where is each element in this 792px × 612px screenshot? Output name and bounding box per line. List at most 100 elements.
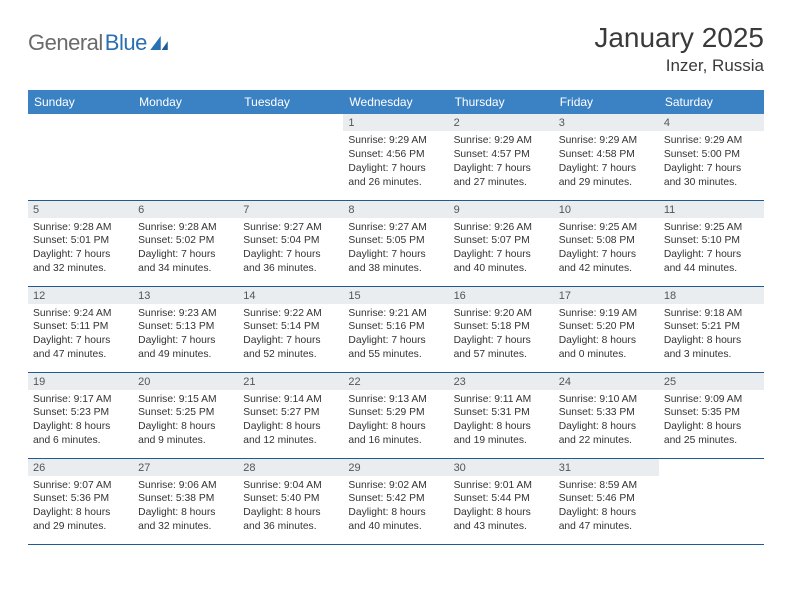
calendar-day-cell: 6Sunrise: 9:28 AMSunset: 5:02 PMDaylight… [133, 200, 238, 286]
day-number: 6 [133, 201, 238, 218]
day-number: 29 [343, 459, 448, 476]
day-number: 11 [659, 201, 764, 218]
location-label: Inzer, Russia [594, 56, 764, 76]
calendar-day-cell: 25Sunrise: 9:09 AMSunset: 5:35 PMDayligh… [659, 372, 764, 458]
day-details: Sunrise: 9:07 AMSunset: 5:36 PMDaylight:… [28, 476, 133, 539]
title-block: January 2025 Inzer, Russia [594, 22, 764, 76]
calendar-day-cell: 26Sunrise: 9:07 AMSunset: 5:36 PMDayligh… [28, 458, 133, 544]
day-details: Sunrise: 9:29 AMSunset: 4:56 PMDaylight:… [343, 131, 448, 194]
calendar-week-row: 1Sunrise: 9:29 AMSunset: 4:56 PMDaylight… [28, 114, 764, 200]
day-number: 15 [343, 287, 448, 304]
calendar-day-cell: 2Sunrise: 9:29 AMSunset: 4:57 PMDaylight… [449, 114, 554, 200]
day-number: 19 [28, 373, 133, 390]
calendar-day-cell: 21Sunrise: 9:14 AMSunset: 5:27 PMDayligh… [238, 372, 343, 458]
day-details: Sunrise: 9:01 AMSunset: 5:44 PMDaylight:… [449, 476, 554, 539]
day-details: Sunrise: 9:29 AMSunset: 5:00 PMDaylight:… [659, 131, 764, 194]
weekday-header: Thursday [449, 90, 554, 114]
calendar-day-cell [133, 114, 238, 200]
calendar-day-cell: 16Sunrise: 9:20 AMSunset: 5:18 PMDayligh… [449, 286, 554, 372]
calendar-day-cell: 18Sunrise: 9:18 AMSunset: 5:21 PMDayligh… [659, 286, 764, 372]
day-details: Sunrise: 9:23 AMSunset: 5:13 PMDaylight:… [133, 304, 238, 367]
day-number: 21 [238, 373, 343, 390]
day-details: Sunrise: 9:17 AMSunset: 5:23 PMDaylight:… [28, 390, 133, 453]
day-details: Sunrise: 9:26 AMSunset: 5:07 PMDaylight:… [449, 218, 554, 281]
calendar-day-cell: 11Sunrise: 9:25 AMSunset: 5:10 PMDayligh… [659, 200, 764, 286]
day-number: 8 [343, 201, 448, 218]
calendar-day-cell: 19Sunrise: 9:17 AMSunset: 5:23 PMDayligh… [28, 372, 133, 458]
day-number: 31 [554, 459, 659, 476]
calendar-day-cell: 13Sunrise: 9:23 AMSunset: 5:13 PMDayligh… [133, 286, 238, 372]
calendar-day-cell: 4Sunrise: 9:29 AMSunset: 5:00 PMDaylight… [659, 114, 764, 200]
calendar-day-cell: 20Sunrise: 9:15 AMSunset: 5:25 PMDayligh… [133, 372, 238, 458]
day-number: 12 [28, 287, 133, 304]
calendar-day-cell: 29Sunrise: 9:02 AMSunset: 5:42 PMDayligh… [343, 458, 448, 544]
day-details: Sunrise: 9:24 AMSunset: 5:11 PMDaylight:… [28, 304, 133, 367]
calendar-day-cell: 24Sunrise: 9:10 AMSunset: 5:33 PMDayligh… [554, 372, 659, 458]
calendar-day-cell: 9Sunrise: 9:26 AMSunset: 5:07 PMDaylight… [449, 200, 554, 286]
day-details: Sunrise: 9:25 AMSunset: 5:10 PMDaylight:… [659, 218, 764, 281]
weekday-header: Sunday [28, 90, 133, 114]
calendar-day-cell: 31Sunrise: 8:59 AMSunset: 5:46 PMDayligh… [554, 458, 659, 544]
calendar-day-cell: 7Sunrise: 9:27 AMSunset: 5:04 PMDaylight… [238, 200, 343, 286]
brand-part2: Blue [105, 30, 147, 56]
calendar-day-cell: 1Sunrise: 9:29 AMSunset: 4:56 PMDaylight… [343, 114, 448, 200]
day-number: 9 [449, 201, 554, 218]
day-details: Sunrise: 9:19 AMSunset: 5:20 PMDaylight:… [554, 304, 659, 367]
day-details: Sunrise: 9:15 AMSunset: 5:25 PMDaylight:… [133, 390, 238, 453]
weekday-header-row: Sunday Monday Tuesday Wednesday Thursday… [28, 90, 764, 114]
calendar-day-cell: 23Sunrise: 9:11 AMSunset: 5:31 PMDayligh… [449, 372, 554, 458]
calendar-day-cell: 5Sunrise: 9:28 AMSunset: 5:01 PMDaylight… [28, 200, 133, 286]
day-details: Sunrise: 9:25 AMSunset: 5:08 PMDaylight:… [554, 218, 659, 281]
day-number: 30 [449, 459, 554, 476]
day-details: Sunrise: 9:28 AMSunset: 5:01 PMDaylight:… [28, 218, 133, 281]
logo-sail-icon [150, 36, 168, 50]
day-details: Sunrise: 9:06 AMSunset: 5:38 PMDaylight:… [133, 476, 238, 539]
day-number: 28 [238, 459, 343, 476]
day-details: Sunrise: 9:04 AMSunset: 5:40 PMDaylight:… [238, 476, 343, 539]
weekday-header: Friday [554, 90, 659, 114]
weekday-header: Tuesday [238, 90, 343, 114]
day-details: Sunrise: 9:18 AMSunset: 5:21 PMDaylight:… [659, 304, 764, 367]
weekday-header: Saturday [659, 90, 764, 114]
calendar-week-row: 12Sunrise: 9:24 AMSunset: 5:11 PMDayligh… [28, 286, 764, 372]
header: General Blue January 2025 Inzer, Russia [28, 22, 764, 76]
weekday-header: Wednesday [343, 90, 448, 114]
day-details: Sunrise: 9:21 AMSunset: 5:16 PMDaylight:… [343, 304, 448, 367]
day-number: 13 [133, 287, 238, 304]
day-number [133, 114, 238, 131]
weekday-header: Monday [133, 90, 238, 114]
calendar-day-cell [238, 114, 343, 200]
calendar-week-row: 19Sunrise: 9:17 AMSunset: 5:23 PMDayligh… [28, 372, 764, 458]
day-number: 10 [554, 201, 659, 218]
calendar-day-cell: 17Sunrise: 9:19 AMSunset: 5:20 PMDayligh… [554, 286, 659, 372]
day-details: Sunrise: 9:29 AMSunset: 4:57 PMDaylight:… [449, 131, 554, 194]
day-details: Sunrise: 9:28 AMSunset: 5:02 PMDaylight:… [133, 218, 238, 281]
calendar-day-cell: 12Sunrise: 9:24 AMSunset: 5:11 PMDayligh… [28, 286, 133, 372]
calendar-day-cell: 10Sunrise: 9:25 AMSunset: 5:08 PMDayligh… [554, 200, 659, 286]
calendar-day-cell: 8Sunrise: 9:27 AMSunset: 5:05 PMDaylight… [343, 200, 448, 286]
day-details: Sunrise: 9:27 AMSunset: 5:04 PMDaylight:… [238, 218, 343, 281]
day-number: 1 [343, 114, 448, 131]
calendar-day-cell: 27Sunrise: 9:06 AMSunset: 5:38 PMDayligh… [133, 458, 238, 544]
calendar-day-cell: 28Sunrise: 9:04 AMSunset: 5:40 PMDayligh… [238, 458, 343, 544]
calendar-day-cell: 3Sunrise: 9:29 AMSunset: 4:58 PMDaylight… [554, 114, 659, 200]
brand-logo: General Blue [28, 22, 168, 56]
month-title: January 2025 [594, 22, 764, 54]
day-details: Sunrise: 9:22 AMSunset: 5:14 PMDaylight:… [238, 304, 343, 367]
day-number: 22 [343, 373, 448, 390]
day-details: Sunrise: 9:09 AMSunset: 5:35 PMDaylight:… [659, 390, 764, 453]
day-details: Sunrise: 9:29 AMSunset: 4:58 PMDaylight:… [554, 131, 659, 194]
day-number: 18 [659, 287, 764, 304]
day-number: 3 [554, 114, 659, 131]
day-number: 20 [133, 373, 238, 390]
calendar-day-cell: 15Sunrise: 9:21 AMSunset: 5:16 PMDayligh… [343, 286, 448, 372]
calendar-table: Sunday Monday Tuesday Wednesday Thursday… [28, 90, 764, 545]
day-number: 16 [449, 287, 554, 304]
day-number [28, 114, 133, 131]
day-number: 17 [554, 287, 659, 304]
day-number: 5 [28, 201, 133, 218]
day-number: 27 [133, 459, 238, 476]
calendar-day-cell [28, 114, 133, 200]
day-details: Sunrise: 9:13 AMSunset: 5:29 PMDaylight:… [343, 390, 448, 453]
day-details: Sunrise: 9:27 AMSunset: 5:05 PMDaylight:… [343, 218, 448, 281]
